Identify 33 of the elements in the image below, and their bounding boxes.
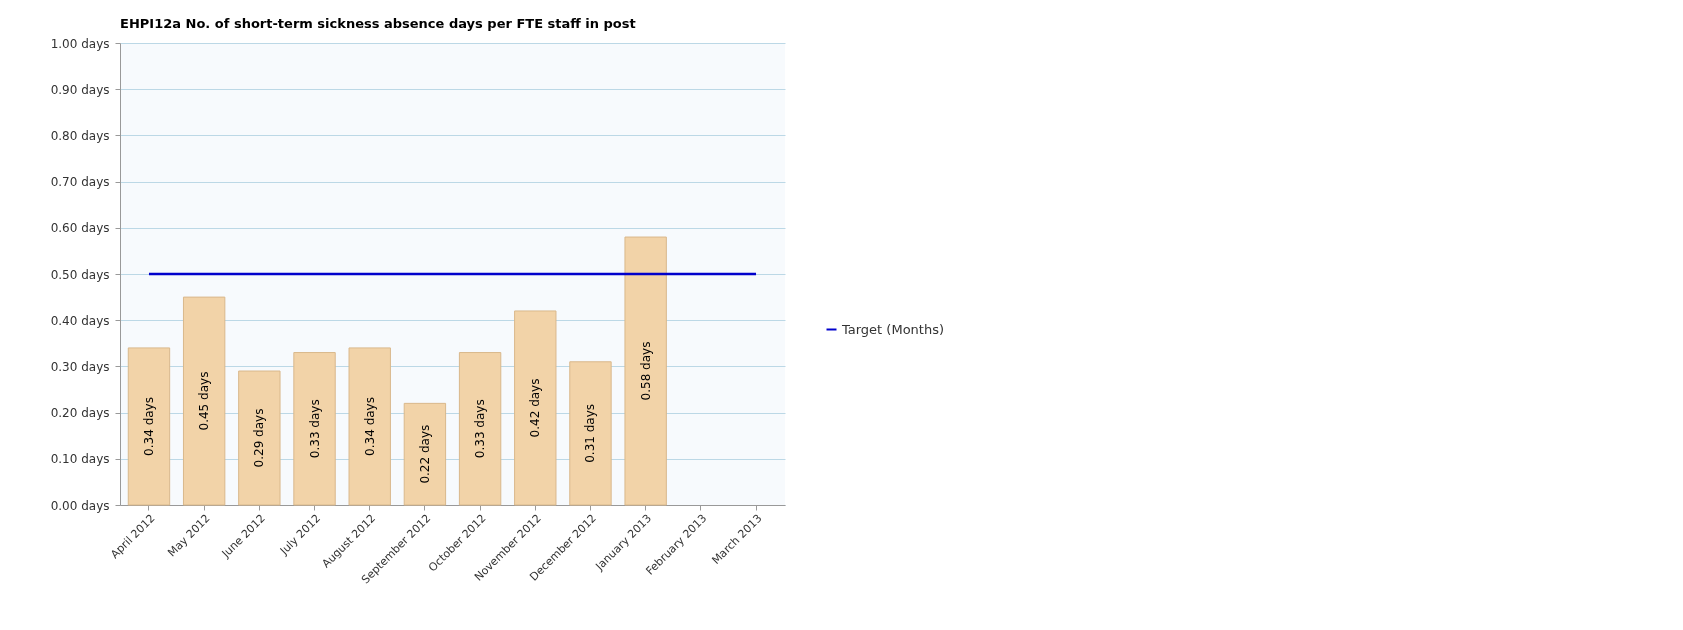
y-tick-label: 0.30 days xyxy=(50,359,110,374)
y-tick-label: 1.00 days xyxy=(50,36,110,51)
data-label: 0.22 days xyxy=(417,424,432,484)
data-label: 0.45 days xyxy=(197,371,212,431)
bar xyxy=(514,310,557,506)
data-label: 0.29 days xyxy=(252,408,267,468)
bar xyxy=(569,361,612,506)
bar xyxy=(127,347,171,506)
data-label: 0.42 days xyxy=(528,378,543,438)
data-label: 0.34 days xyxy=(362,397,377,456)
data-label: 0.31 days xyxy=(583,403,598,463)
y-tick-label: 0.60 days xyxy=(50,221,110,236)
bar xyxy=(238,370,281,506)
bar xyxy=(458,352,502,506)
bar xyxy=(348,347,391,506)
data-label: 0.33 days xyxy=(473,399,488,459)
data-label: 0.58 days xyxy=(638,341,653,401)
bar xyxy=(293,352,336,506)
bar xyxy=(624,236,667,506)
y-tick-label: 0.80 days xyxy=(50,128,110,143)
y-tick-label: 0.20 days xyxy=(50,406,110,421)
data-label: 0.34 days xyxy=(141,397,156,456)
y-tick-label: 0.70 days xyxy=(50,175,110,190)
legend-label: Target (Months) xyxy=(841,321,945,337)
chart-title: EHPI12a No. of short-term sickness absence days per FTE staff in post xyxy=(120,16,636,31)
bar xyxy=(182,296,226,506)
y-tick-label: 0.10 days xyxy=(50,452,110,467)
y-tick-label: 0.40 days xyxy=(50,313,110,328)
y-tick-label: 0.00 days xyxy=(50,498,110,513)
y-tick-label: 0.90 days xyxy=(50,82,110,97)
data-label: 0.33 days xyxy=(307,399,322,459)
y-tick-label: 0.50 days xyxy=(50,267,110,282)
bar xyxy=(403,402,447,506)
